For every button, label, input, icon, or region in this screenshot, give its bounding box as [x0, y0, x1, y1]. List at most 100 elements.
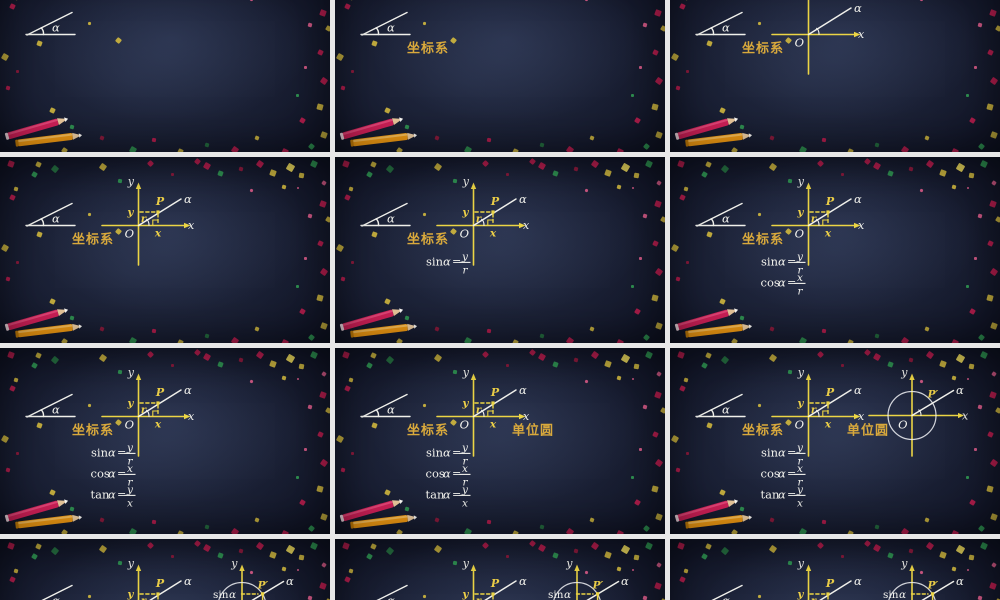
slide-thumbnail-3[interactable]: α 坐标系 y x O α	[670, 0, 1000, 152]
slide-thumbnail-5[interactable]: α 坐标系 y x O α	[335, 157, 665, 343]
x-axis-label: x	[188, 219, 195, 232]
angle-alpha-label: α	[722, 21, 730, 35]
terminal-side	[819, 580, 852, 600]
point-p-prime-dot	[261, 592, 265, 596]
terminal-side	[807, 198, 852, 227]
slide-thumbnail-7[interactable]: α 坐标系 y x O α	[0, 348, 330, 534]
pink-pencil	[4, 308, 69, 331]
slide-art: α 坐标系 y x O α	[41, 557, 294, 600]
slide-art: α 坐标系 y x O α	[4, 175, 195, 338]
sine-line-construction: sin α	[883, 589, 935, 600]
angle-arc	[375, 27, 380, 36]
slide-thumbnail-1[interactable]: α	[0, 0, 330, 152]
angle-terminal-ray	[26, 393, 73, 418]
orange-pencil	[685, 514, 753, 529]
confetti-piece	[16, 261, 19, 264]
angle-alpha-label: α	[387, 403, 395, 417]
coord-system-caption: 坐标系	[407, 423, 449, 439]
right-angle-mark	[152, 410, 159, 417]
confetti-piece	[16, 70, 19, 73]
y-axis-arrow-icon	[574, 564, 580, 571]
y-axis-arrow-icon	[909, 373, 915, 380]
angle-terminal-ray	[376, 584, 408, 600]
angle-arc	[816, 218, 820, 227]
slide-thumbnail-10[interactable]: α 坐标系 y x O α	[0, 539, 330, 600]
coord-diagram: y x O α	[101, 366, 195, 457]
x-axis-arrow-icon	[519, 222, 526, 229]
sine-line-fn: sin	[548, 589, 564, 600]
pencils	[4, 308, 83, 338]
formula-sin: sin α = y r	[426, 442, 471, 468]
origin-label: O	[125, 418, 135, 432]
y-axis-arrow-icon	[470, 182, 477, 189]
confetti-layer	[670, 157, 1000, 343]
alpha-label: α	[519, 383, 527, 397]
confetti-layer	[0, 0, 330, 152]
confetti-piece	[506, 364, 509, 367]
angle-arc	[816, 409, 820, 418]
proj-y-label: y	[796, 207, 804, 219]
cos-denominator: r	[797, 286, 803, 298]
y-axis-arrow-icon	[135, 182, 142, 189]
tan-denominator: x	[462, 498, 468, 510]
x-axis-label: x	[858, 410, 865, 423]
confetti-piece	[296, 285, 299, 288]
sin-fn: sin	[426, 255, 444, 269]
pink-pencil	[674, 308, 739, 331]
slide-thumbnail-8[interactable]: α 坐标系 y x O α	[335, 348, 665, 534]
cos-denominator: r	[127, 477, 133, 489]
y-axis-arrow-icon	[805, 564, 812, 571]
angle-sketch: α	[360, 11, 411, 36]
cos-alpha: α	[778, 467, 786, 481]
y-axis-label: y	[900, 366, 908, 379]
proj-y-label: y	[461, 207, 469, 219]
confetti-piece	[506, 555, 509, 558]
proj-y-label: y	[461, 589, 469, 600]
radius-label: r	[811, 405, 817, 416]
confetti-piece	[304, 66, 307, 69]
formula-sin: sin α = y r	[761, 251, 806, 277]
pink-pencil	[4, 499, 69, 522]
angle-terminal-ray	[26, 11, 73, 36]
slide-art: α 坐标系 y x O α	[4, 366, 195, 529]
angle-alpha-label: α	[722, 212, 730, 226]
terminal-side	[137, 198, 182, 227]
point-p-prime-label: P′	[257, 580, 269, 592]
unit-circle-caption: 单位圆	[847, 423, 889, 439]
slide-thumbnail-4[interactable]: α 坐标系 y x O α	[0, 157, 330, 343]
slide-thumbnail-6[interactable]: α 坐标系 y x O α	[670, 157, 1000, 343]
confetti-layer	[0, 348, 330, 534]
radius-label: r	[476, 596, 482, 600]
unit-circle	[218, 581, 266, 600]
radius-label: r	[811, 596, 817, 600]
cos-equals: =	[787, 467, 796, 480]
radius-label: r	[811, 214, 817, 225]
angle-alpha-label: α	[722, 403, 730, 417]
y-axis-arrow-icon	[470, 373, 477, 380]
point-p-label: P	[490, 195, 500, 208]
coord-diagram: y x O α	[101, 175, 195, 266]
slide-thumbnail-12[interactable]: α 坐标系 y x O α	[670, 539, 1000, 600]
y-axis-label: y	[565, 557, 573, 570]
sin-alpha: α	[108, 446, 116, 460]
confetti-piece	[631, 94, 634, 97]
origin-label: O	[795, 227, 805, 241]
alpha-label: α	[854, 574, 862, 588]
cos-equals: =	[452, 467, 461, 480]
angle-terminal-ray	[696, 11, 743, 36]
sin-numerator: y	[461, 442, 469, 454]
cos-fn: cos	[761, 276, 780, 290]
proj-x-label: x	[154, 419, 162, 431]
slide-thumbnail-9[interactable]: α 坐标系 y x O α	[670, 348, 1000, 534]
orange-pencil	[685, 323, 753, 338]
tan-numerator: y	[461, 484, 469, 496]
slide-thumbnail-2[interactable]: α 坐标系	[335, 0, 665, 152]
proj-y-label: y	[796, 398, 804, 410]
angle-sketch: α	[695, 393, 746, 418]
confetti-piece	[631, 476, 634, 479]
cos-numerator: x	[797, 272, 803, 284]
sin-alpha: α	[443, 255, 451, 269]
x-axis-arrow-icon	[958, 412, 964, 419]
slide-thumbnail-11[interactable]: α 坐标系 y x O α	[335, 539, 665, 600]
y-axis-label: y	[462, 366, 470, 379]
